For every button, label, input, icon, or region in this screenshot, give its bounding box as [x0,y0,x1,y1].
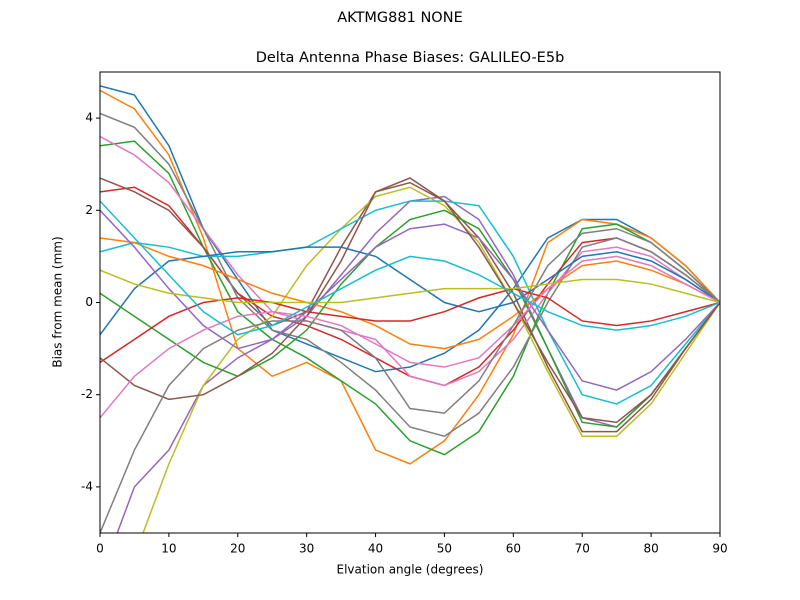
series-line [100,177,720,433]
y-tick-label: -2 [81,387,93,401]
series-line [100,200,720,336]
series-line [100,112,720,438]
series-line [100,209,720,428]
series-line [100,237,720,350]
series-line [142,186,720,533]
x-tick-label: 80 [643,542,658,556]
series-line [100,209,720,391]
series-line [100,255,720,419]
x-tick-label: 0 [96,542,104,556]
x-axis-label: Elvation angle (degrees) [337,563,484,577]
plot-area [100,85,720,533]
series-line [100,269,720,304]
y-tick-label: -4 [81,479,93,493]
series-line [100,177,720,424]
x-tick-label: 20 [230,542,245,556]
suptitle: AKTMG881 NONE [337,10,462,26]
x-tick-label: 30 [299,542,314,556]
series-line [100,227,720,533]
y-tick-label: 2 [85,203,93,217]
y-tick-label: 4 [85,111,93,125]
series-line [100,246,720,336]
x-tick-label: 50 [437,542,452,556]
x-tick-label: 40 [368,542,383,556]
x-tick-label: 60 [506,542,521,556]
y-axis-label: Bias from mean (mm) [51,236,65,367]
series-line [100,287,720,364]
y-tick-label: 0 [85,295,93,309]
x-tick-label: 10 [161,542,176,556]
x-tick-label: 70 [575,542,590,556]
x-tick-label: 90 [712,542,727,556]
chart-title: Delta Antenna Phase Biases: GALILEO-E5b [256,50,565,66]
